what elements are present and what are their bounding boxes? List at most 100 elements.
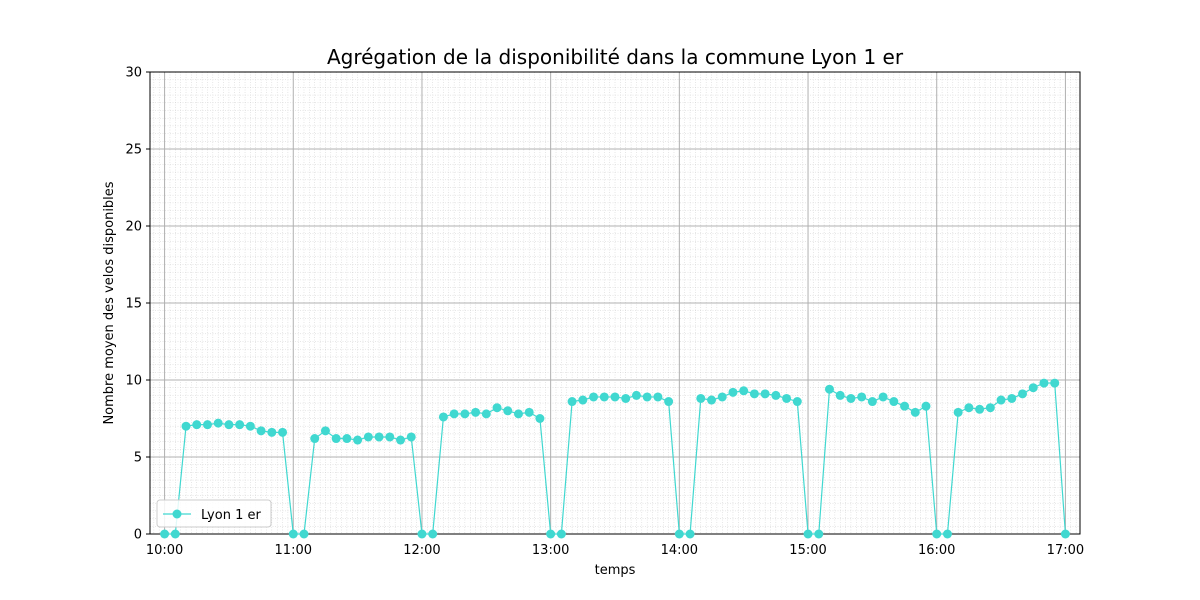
data-point	[235, 420, 245, 430]
x-tick-label: 15:00	[789, 543, 826, 558]
data-point	[953, 407, 963, 417]
data-point	[438, 412, 448, 422]
data-point	[170, 529, 180, 539]
data-point	[975, 404, 985, 414]
data-point	[760, 389, 770, 399]
legend: Lyon 1 er	[156, 499, 272, 528]
x-tick-label: 14:00	[661, 543, 698, 558]
data-point	[535, 414, 545, 423]
x-axis: 10:00 11:00 12:00 13:00 14:00 15:00 16:00 17:00	[146, 534, 1084, 558]
x-tick-label: 11:00	[275, 543, 312, 558]
data-point	[824, 384, 834, 394]
data-point	[1060, 529, 1070, 539]
data-point	[792, 397, 802, 407]
data-point	[985, 403, 995, 413]
data-point	[653, 392, 663, 402]
x-tick-label: 13:00	[532, 543, 569, 558]
data-point	[471, 407, 481, 417]
data-point	[932, 529, 942, 539]
data-point	[267, 427, 277, 437]
y-axis: 0 5 10 15 20 25 30	[125, 66, 150, 543]
x-tick-label: 10:00	[146, 543, 183, 558]
data-point	[310, 434, 320, 444]
data-point	[449, 409, 459, 419]
data-point	[814, 529, 824, 539]
data-point	[428, 529, 438, 539]
data-point	[503, 406, 513, 416]
data-point	[728, 387, 738, 397]
data-point	[299, 529, 309, 539]
data-point	[942, 529, 952, 539]
data-point	[857, 392, 867, 402]
data-point	[621, 393, 631, 403]
series-group	[160, 378, 1070, 539]
data-point	[696, 393, 706, 403]
data-point	[353, 435, 363, 445]
data-point	[1007, 393, 1017, 403]
data-point	[256, 426, 266, 436]
data-point	[589, 392, 599, 402]
data-point	[835, 390, 845, 400]
data-point	[202, 420, 212, 430]
x-tick-label: 16:00	[918, 543, 955, 558]
data-point	[524, 407, 534, 417]
legend-label: Lyon 1 er	[201, 508, 261, 523]
chart-title: Agrégation de la disponibilité dans la c…	[327, 45, 904, 69]
data-point	[331, 434, 341, 444]
data-point	[685, 529, 695, 539]
data-point	[782, 393, 792, 403]
data-point	[1050, 378, 1060, 388]
data-point	[213, 418, 223, 428]
data-point	[567, 397, 577, 407]
data-point	[771, 390, 781, 400]
y-tick-label: 10	[125, 374, 142, 389]
data-point	[707, 395, 717, 405]
legend-marker	[172, 509, 182, 519]
data-point	[460, 409, 470, 419]
data-point	[674, 529, 684, 539]
data-point	[342, 434, 352, 444]
data-point	[578, 395, 588, 405]
data-point	[878, 392, 888, 402]
data-point	[749, 389, 759, 399]
data-point	[417, 529, 427, 539]
data-point	[481, 409, 491, 419]
y-tick-label: 15	[125, 297, 142, 312]
data-point	[406, 432, 416, 442]
data-point	[181, 421, 191, 431]
data-point	[1028, 383, 1038, 393]
data-point	[396, 435, 406, 445]
data-point	[1039, 378, 1049, 388]
major-grid	[150, 71, 1080, 535]
data-point	[363, 432, 373, 442]
x-tick-label: 17:00	[1047, 543, 1084, 558]
data-point	[846, 393, 856, 403]
legend-box	[156, 499, 272, 528]
data-point	[224, 420, 234, 430]
data-point	[803, 529, 813, 539]
data-point	[599, 392, 609, 402]
data-point	[642, 392, 652, 402]
data-point	[867, 397, 877, 407]
data-point	[1018, 389, 1028, 399]
data-point	[610, 392, 620, 402]
data-point	[739, 386, 749, 396]
y-tick-label: 30	[125, 66, 142, 81]
data-point	[374, 432, 384, 442]
data-point	[631, 390, 641, 400]
data-point	[492, 403, 502, 413]
data-point	[546, 529, 556, 539]
data-point	[964, 403, 974, 413]
y-tick-label: 25	[125, 143, 142, 158]
data-point	[889, 397, 899, 407]
x-axis-label: temps	[595, 563, 636, 578]
data-point	[288, 529, 298, 539]
y-tick-label: 0	[134, 528, 142, 543]
y-axis-label: Nombre moyen des velos disponibles	[102, 181, 117, 424]
data-point	[921, 401, 931, 411]
data-point	[910, 407, 920, 417]
data-point	[245, 421, 255, 431]
data-point	[513, 409, 523, 419]
data-point	[556, 529, 566, 539]
